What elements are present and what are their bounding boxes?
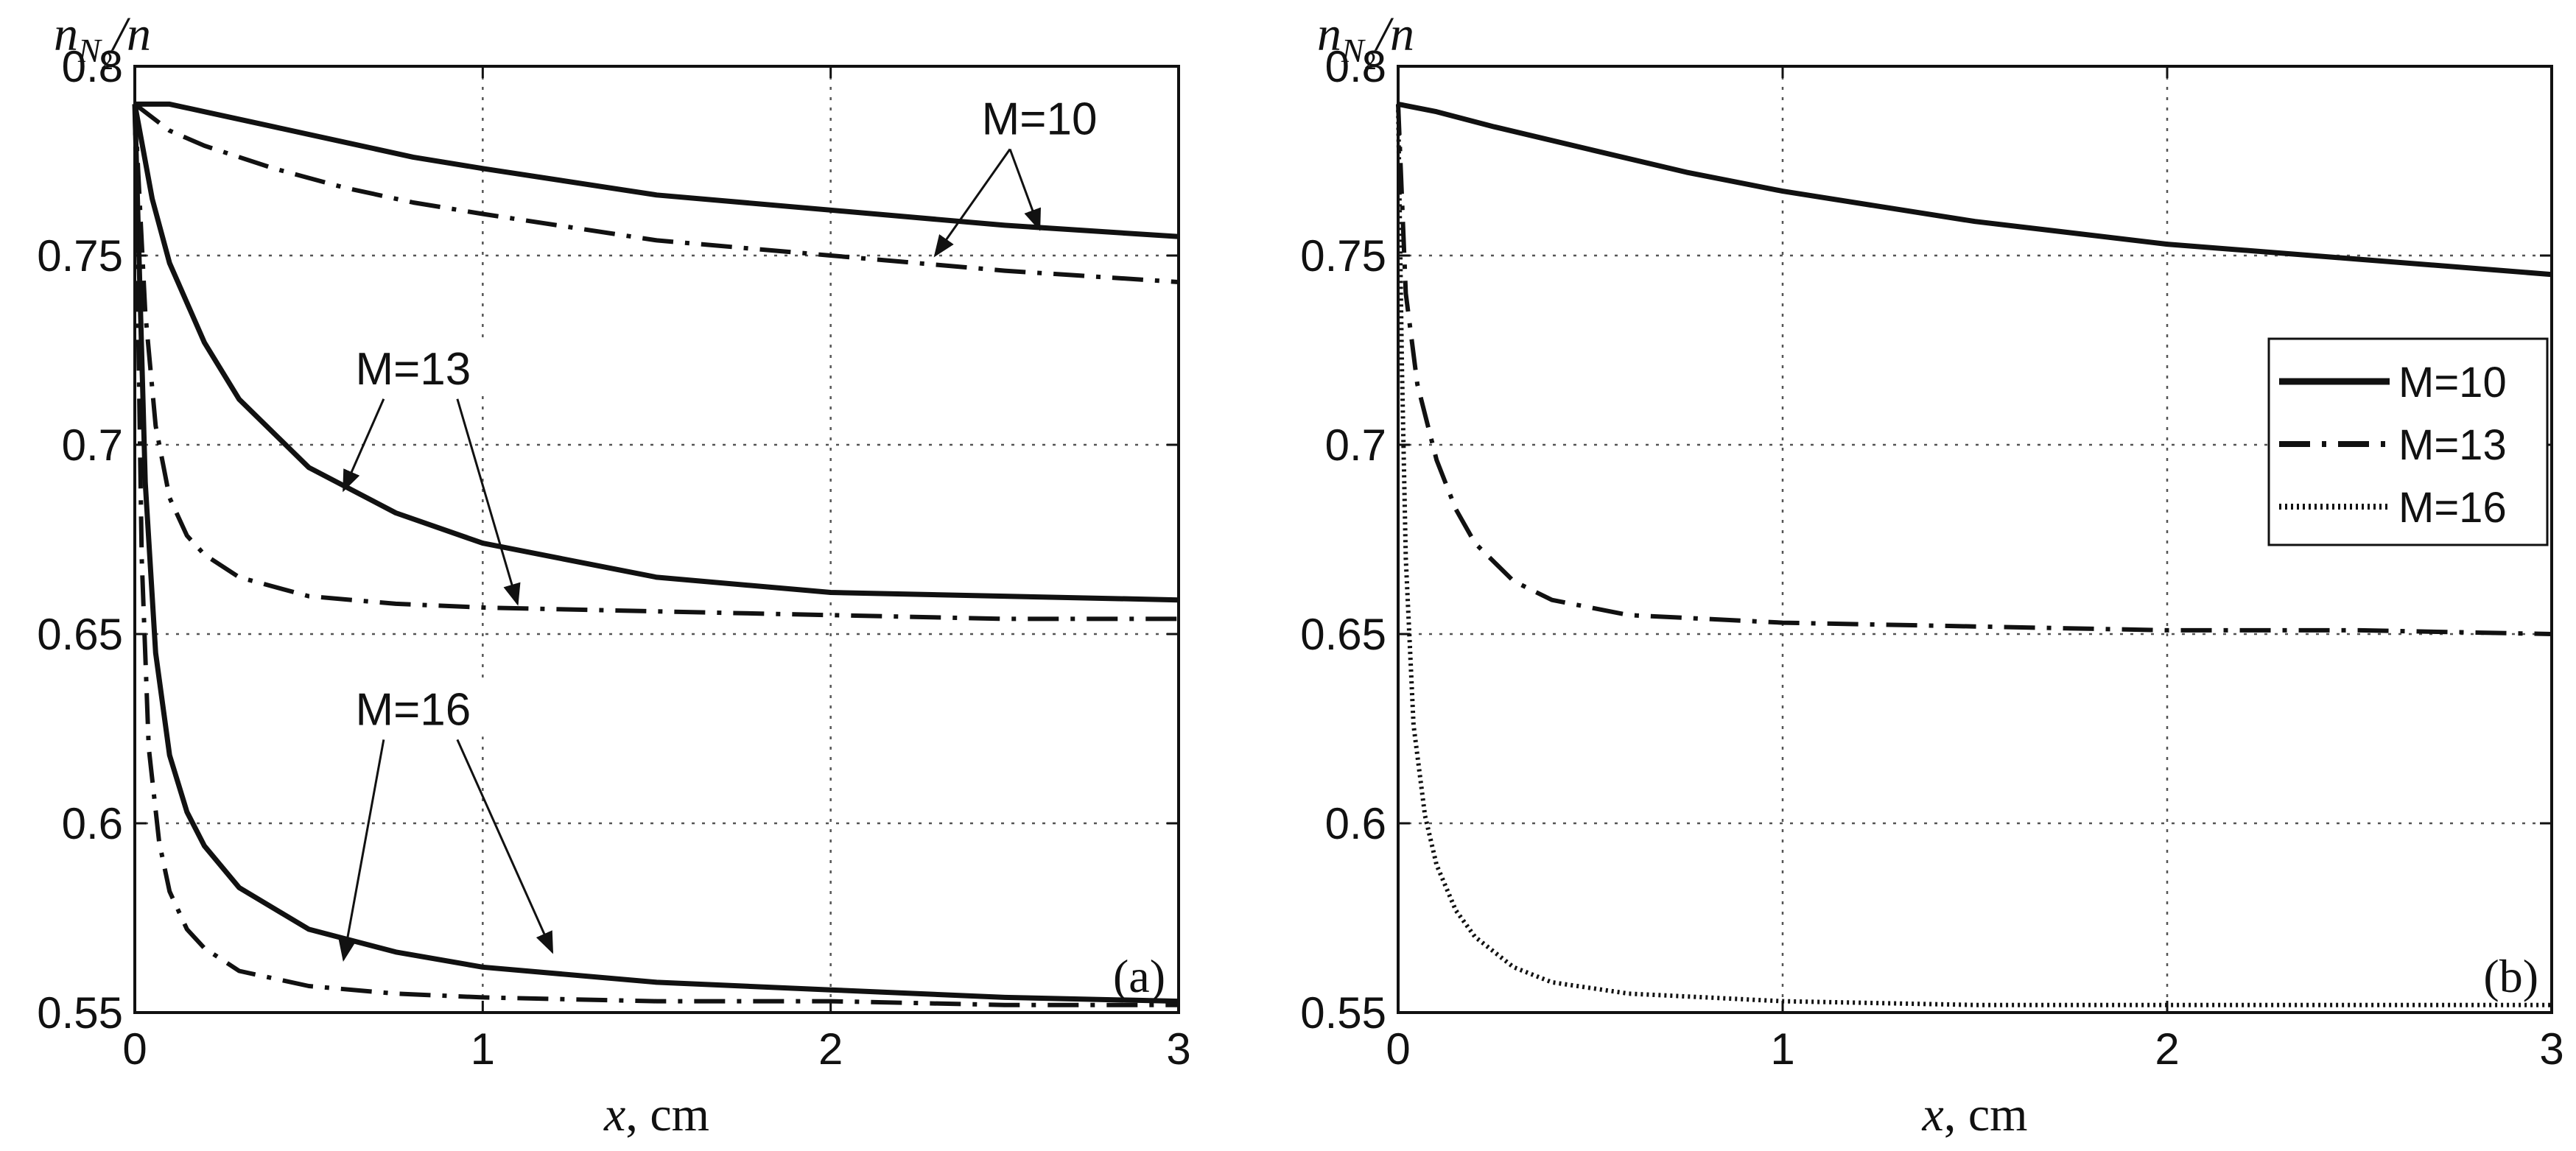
- y-tick-label: 0.65: [1300, 610, 1386, 659]
- y-tick-label: 0.7: [1325, 420, 1386, 470]
- x-axis-label-var: x: [1922, 1088, 1944, 1141]
- x-axis-label: x, cm: [603, 1088, 709, 1141]
- y-axis-label-rest: /n: [110, 7, 151, 61]
- panel-label: (b): [2483, 950, 2538, 1002]
- y-tick-label: 0.55: [37, 988, 123, 1038]
- annotation-arrow: [338, 739, 385, 962]
- y-axis-label: nN2/n: [1317, 7, 1414, 75]
- x-tick-label: 3: [1166, 1024, 1190, 1074]
- annotation-arrow: [456, 739, 554, 954]
- x-tick-label: 3: [2539, 1024, 2563, 1074]
- annotation-bg: [958, 88, 1121, 147]
- y-axis-label-sub: N: [77, 32, 102, 69]
- legend-label-m-13: M=13: [2398, 421, 2507, 469]
- series-line-m-13: [1396, 104, 2552, 636]
- y-axis-label-sub: N: [1341, 32, 1366, 69]
- y-axis-label-subsub: 2: [1364, 48, 1377, 75]
- y-axis-label-n: n: [1317, 7, 1341, 61]
- x-tick-label: 0: [122, 1024, 147, 1074]
- panel-label: (a): [1113, 950, 1165, 1002]
- annotation-arrow: [1008, 149, 1041, 231]
- y-axis-label-subsub: 2: [101, 48, 113, 75]
- y-tick-label: 0.8: [62, 42, 123, 91]
- annotation-label: M=16: [355, 684, 471, 735]
- y-axis-label: nN2/n: [54, 7, 151, 75]
- x-axis-label-var: x: [603, 1088, 625, 1141]
- plot-frame: [133, 65, 1180, 1014]
- x-tick-label: 1: [471, 1024, 495, 1074]
- y-axis-label-rest: /n: [1374, 7, 1414, 61]
- legend-label-m-10: M=10: [2398, 359, 2507, 406]
- y-tick-label: 0.6: [1325, 799, 1386, 848]
- y-tick-label: 0.6: [62, 799, 123, 848]
- annotation-arrow: [343, 398, 385, 493]
- y-tick-label: 0.75: [1300, 231, 1386, 281]
- y-tick-label: 0.8: [1325, 42, 1386, 91]
- x-axis-label-unit: , cm: [1944, 1088, 2028, 1141]
- annotation-arrow: [456, 398, 521, 606]
- y-tick-label: 0.75: [37, 231, 123, 281]
- legend-box: [2267, 337, 2549, 546]
- series-line-m-16-solid: [132, 104, 1179, 1004]
- x-tick-label: 0: [1386, 1024, 1410, 1074]
- annotation-bg: [331, 679, 494, 737]
- x-tick-label: 2: [2155, 1024, 2179, 1074]
- x-tick-label: 1: [1770, 1024, 1794, 1074]
- legend-label-m-16: M=16: [2398, 484, 2507, 532]
- annotation-label: M=13: [355, 344, 471, 395]
- series-line-m-10-dash-dot: [133, 102, 1179, 284]
- annotation-bg: [331, 338, 494, 396]
- series-line-m-10-solid: [135, 101, 1179, 239]
- y-axis-label-n: n: [54, 7, 78, 61]
- series-line-m-10: [1397, 101, 2552, 278]
- series-line-m-13-dash-dot: [133, 104, 1179, 622]
- y-tick-label: 0.7: [62, 420, 123, 470]
- annotation-arrow: [933, 148, 1011, 258]
- x-axis-label: x, cm: [1922, 1088, 2028, 1141]
- y-tick-label: 0.55: [1300, 988, 1386, 1038]
- x-axis-label-unit: , cm: [625, 1088, 709, 1141]
- x-tick-label: 2: [818, 1024, 843, 1074]
- annotation-label: M=10: [982, 94, 1098, 145]
- series-line-m-16-dash-dot: [133, 104, 1179, 1007]
- y-tick-label: 0.65: [37, 610, 123, 659]
- plot-frame: [1397, 65, 2553, 1014]
